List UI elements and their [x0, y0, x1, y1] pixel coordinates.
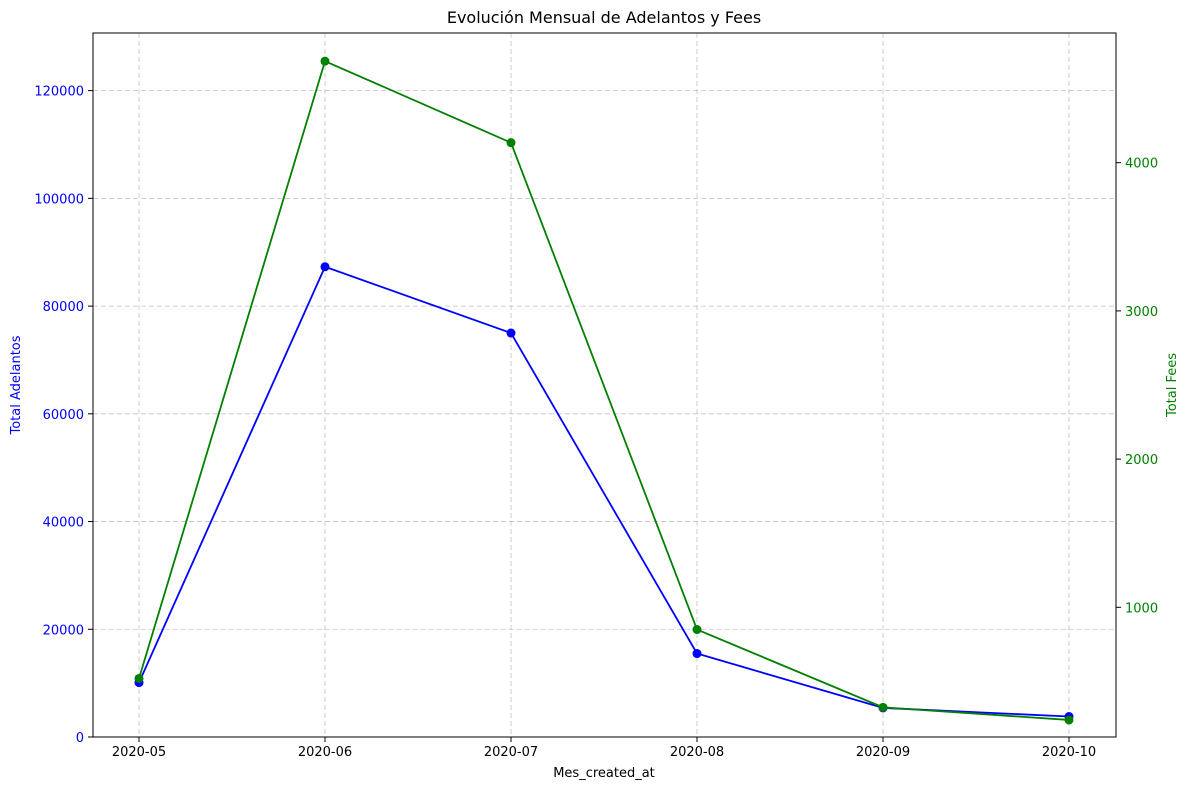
series-line-total-adelantos [138, 265, 1070, 718]
y-axis-left: 0 20000 40000 60000 80000 100000 120000 [34, 85, 93, 746]
y-right-tick-label: 3000 [1125, 305, 1158, 320]
y-left-tick-label: 100000 [34, 192, 84, 207]
x-axis: 2020-05 2020-06 2020-07 2020-08 2020-09 2020-… [112, 737, 1096, 760]
y-right-tick-label: 1000 [1125, 601, 1158, 616]
x-tick-label: 2020-07 [484, 745, 538, 760]
series-layer [134, 56, 1074, 725]
y-axis-right-label: Total Fees [1165, 353, 1180, 418]
y-left-tick-label: 20000 [43, 623, 84, 638]
y-left-tick-label: 40000 [43, 516, 84, 531]
data-point-total-adelantos [506, 328, 516, 338]
y-left-tick-label: 80000 [43, 300, 84, 315]
plot-frame [92, 32, 1117, 738]
x-tick-label: 2020-05 [112, 745, 166, 760]
y-right-tick-label: 4000 [1125, 157, 1158, 172]
data-point-total-adelantos [692, 649, 702, 659]
data-point-total-fees [134, 673, 144, 683]
x-axis-label: Mes_created_at [553, 766, 655, 781]
series-line-total-fees [138, 60, 1070, 721]
y-axis-right: 1000 2000 3000 4000 [1116, 157, 1158, 616]
x-tick-label: 2020-09 [856, 745, 910, 760]
y-left-tick-label: 60000 [43, 408, 84, 423]
grid-lines [93, 33, 1116, 737]
chart-title: Evolución Mensual de Adelantos y Fees [447, 8, 761, 27]
data-point-total-adelantos [320, 262, 330, 272]
data-point-total-fees [320, 56, 330, 66]
x-tick-label: 2020-08 [670, 745, 724, 760]
data-point-total-fees [506, 138, 516, 148]
y-left-tick-label: 120000 [34, 85, 84, 100]
x-tick-label: 2020-10 [1042, 745, 1096, 760]
y-left-tick-label: 0 [76, 731, 84, 746]
y-right-tick-label: 2000 [1125, 453, 1158, 468]
data-point-total-fees [1064, 715, 1074, 725]
x-tick-label: 2020-06 [298, 745, 352, 760]
data-point-total-fees [692, 625, 702, 635]
data-point-total-fees [878, 702, 888, 712]
y-axis-left-label: Total Adelantos [9, 335, 24, 435]
